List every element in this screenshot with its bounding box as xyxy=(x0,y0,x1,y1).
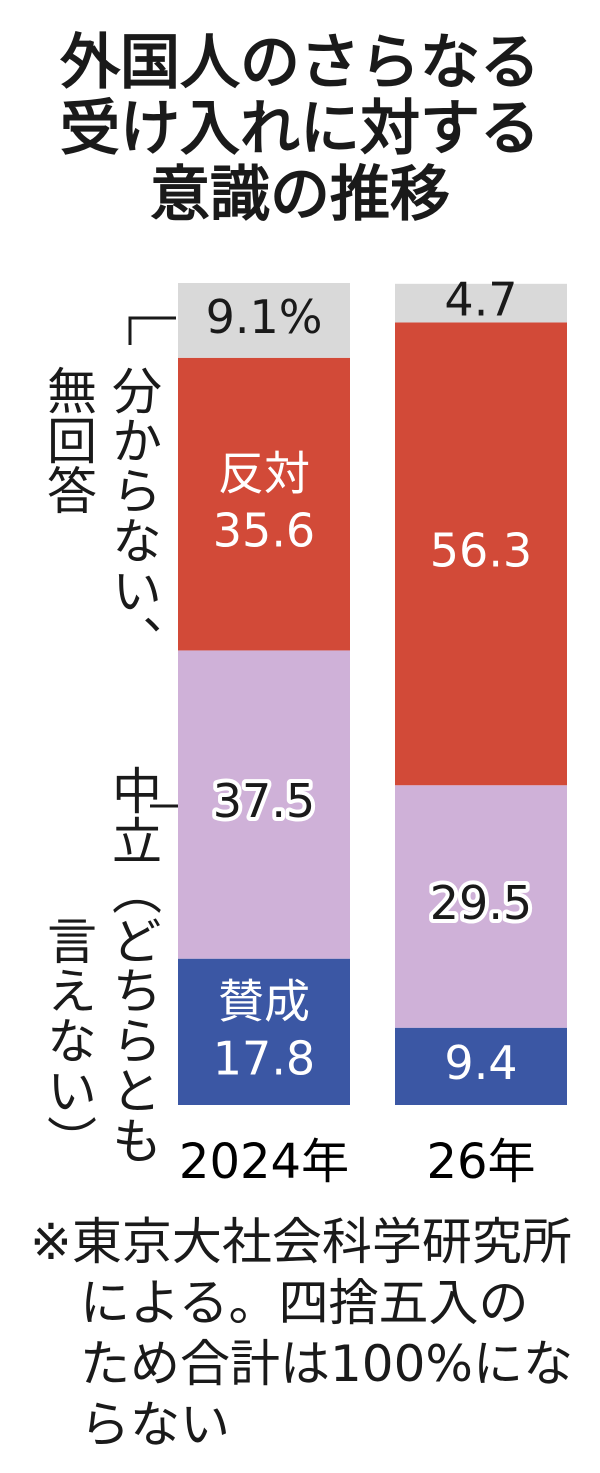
value-label: 17.8 xyxy=(213,1031,315,1085)
series-label: 分からない、無回答 xyxy=(39,365,162,665)
value-label: 29.5 xyxy=(430,876,532,930)
value-label: 37.5 xyxy=(213,774,315,828)
bar-segment xyxy=(395,1027,567,1105)
bar-segment xyxy=(178,958,350,1105)
value-label: 35.6 xyxy=(213,504,315,558)
series-name-label: 反対 xyxy=(218,447,310,501)
value-label: 56.3 xyxy=(430,523,532,577)
bar-segment xyxy=(178,650,350,959)
bar-segment xyxy=(178,357,350,651)
bar-segment xyxy=(395,322,567,786)
bar-segment xyxy=(178,283,350,358)
bar-segment xyxy=(395,283,567,323)
x-tick-label: 26年 xyxy=(426,1134,535,1190)
value-label: 4.7 xyxy=(444,273,517,327)
bar-segment xyxy=(395,785,567,1028)
x-tick-label: 2024年 xyxy=(179,1134,349,1190)
series-name-label: 賛成 xyxy=(218,974,310,1028)
leader-line xyxy=(128,316,176,345)
series-label: 中立（どちらとも言えない） xyxy=(39,765,162,1165)
chart-title: 外国人のさらなる受け入れに対する意識の推移 xyxy=(60,28,540,230)
value-label: 9.1% xyxy=(206,290,323,344)
value-label: 9.4 xyxy=(444,1036,517,1090)
note: ※東京大社会科学研究所による。四捨五入のため合計は100%にならない xyxy=(30,1213,573,1454)
